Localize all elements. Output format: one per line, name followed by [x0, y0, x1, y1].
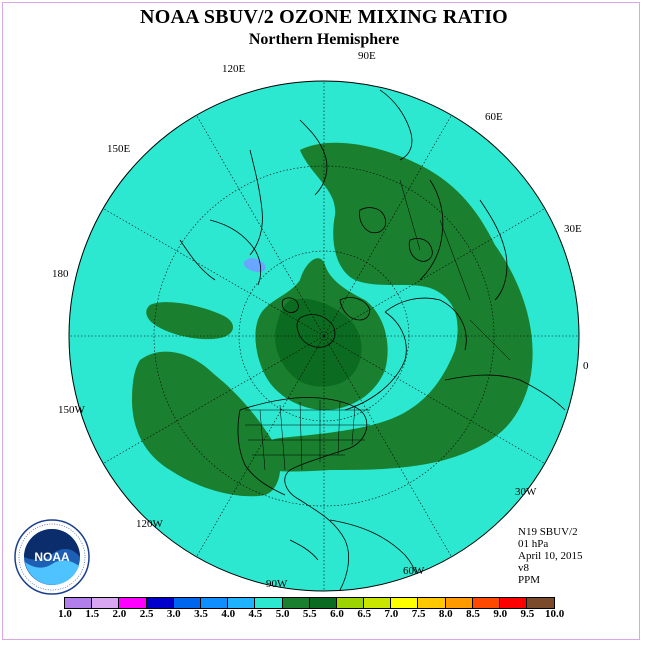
map-title: NOAA SBUV/2 OZONE MIXING RATIO	[140, 6, 508, 28]
noaa-logo: NOAA	[14, 519, 90, 595]
lon-label-120w: 120W	[136, 518, 163, 530]
info-date: April 10, 2015	[518, 550, 583, 562]
colorbar-tick-label: 1.0	[58, 608, 72, 620]
image-frame	[2, 2, 640, 640]
colorbar-tick-label: 3.5	[194, 608, 208, 620]
colorbar-tick-label: 10.0	[544, 608, 565, 620]
lon-label-30w: 30W	[515, 486, 537, 498]
info-version: v8	[518, 562, 529, 574]
colorbar-segment	[500, 598, 528, 608]
colorbar-tick-label: 8.5	[466, 608, 480, 620]
colorbar-tick-label: 6.5	[357, 608, 372, 620]
colorbar-tick-label: 7.0	[384, 608, 399, 620]
lon-label-0: 0	[583, 360, 589, 372]
colorbar-tick-label: 3.0	[166, 608, 181, 620]
colorbar-segment	[146, 598, 174, 608]
colorbar	[64, 597, 556, 609]
lon-label-180: 180	[52, 268, 69, 280]
map-subtitle: Northern Hemisphere	[248, 31, 400, 48]
colorbar-segment	[391, 598, 419, 608]
map-boundary	[68, 80, 580, 592]
colorbar-segment	[200, 598, 229, 608]
colorbar-segment	[119, 598, 147, 608]
colorbar-tick-label: 4.0	[221, 608, 236, 620]
lon-label-60e: 60E	[485, 111, 503, 123]
colorbar-segment	[228, 598, 256, 608]
colorbar-segment	[336, 598, 365, 608]
lon-label-120e: 120E	[222, 63, 246, 75]
colorbar-ticks: 1.0 1.5 2.0 2.5 3.0 3.5 4.0 4.5 5.0 5.5 6.0 6.5 7.0 7…	[0, 608, 648, 622]
colorbar-tick-label: 9.0	[493, 608, 508, 620]
colorbar-segment	[282, 598, 310, 608]
colorbar-tick-label: 9.5	[520, 608, 535, 620]
colorbar-tick-label: 6.0	[330, 608, 344, 620]
colorbar-tick-label: 5.0	[275, 608, 290, 620]
lon-label-150e: 150E	[107, 143, 131, 155]
colorbar-tick-label: 2.5	[139, 608, 154, 620]
noaa-logo-text: NOAA	[34, 550, 70, 564]
lon-label-30e: 30E	[564, 223, 582, 235]
colorbar-segment	[65, 598, 93, 608]
graticule	[69, 81, 579, 591]
coastlines	[179, 89, 566, 591]
info-block: N19 SBUV/2 01 hPa April 10, 2015 v8 PPM	[518, 526, 582, 586]
info-units: PPM	[518, 574, 541, 586]
colorbar-tick-label: 5.5	[302, 608, 317, 620]
lon-label-150w: 150W	[58, 404, 85, 416]
colorbar-segment	[92, 598, 120, 608]
lon-label-60w: 60W	[403, 565, 425, 577]
colorbar-segment	[472, 598, 500, 608]
colorbar-tick-label: 8.0	[438, 608, 453, 620]
colorbar-segment	[445, 598, 473, 608]
ozone-band-pacific-north	[146, 302, 234, 340]
colorbar-tick-label: 7.5	[411, 608, 426, 620]
ozone-band-east	[260, 142, 533, 472]
colorbar-segment	[418, 598, 446, 608]
colorbar-segment	[309, 598, 337, 608]
colorbar-segment	[173, 598, 201, 608]
info-level: 01 hPa	[518, 538, 549, 550]
lon-label-90e: 90E	[358, 50, 376, 62]
colorbar-tick-label: 1.5	[85, 608, 100, 620]
colorbar-segment	[527, 598, 555, 608]
colorbar-segment	[364, 598, 392, 608]
colorbar-tick-label: 4.5	[248, 608, 263, 620]
info-satellite: N19 SBUV/2	[518, 526, 578, 538]
colorbar-segment	[255, 598, 283, 608]
political-borders	[245, 179, 511, 471]
ozone-core-polar	[274, 298, 362, 387]
lon-label-90w: 90W	[266, 578, 288, 590]
colorbar-tick-label: 2.0	[112, 608, 127, 620]
